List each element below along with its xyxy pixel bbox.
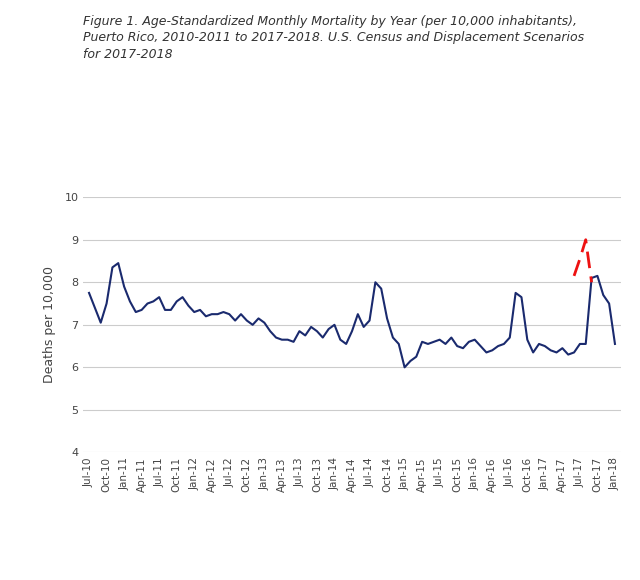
census (115, 260, 122, 267)
census (85, 289, 93, 296)
Text: Figure 1. Age-Standardized Monthly Mortality by Year (per 10,000 inhabitants),
P: Figure 1. Age-Standardized Monthly Morta… (83, 14, 584, 61)
census (401, 364, 408, 371)
Line: displacement: displacement (574, 240, 591, 282)
census (214, 311, 221, 318)
displacement (588, 279, 595, 286)
census (156, 293, 163, 300)
displacement (576, 255, 584, 262)
census (611, 340, 619, 347)
census (395, 340, 403, 347)
census (225, 311, 233, 318)
displacement (570, 273, 578, 280)
Y-axis label: Deaths per 10,000: Deaths per 10,000 (43, 266, 56, 383)
census (541, 343, 548, 350)
census (605, 300, 613, 307)
Line: census: census (89, 263, 615, 367)
displacement (582, 236, 589, 243)
